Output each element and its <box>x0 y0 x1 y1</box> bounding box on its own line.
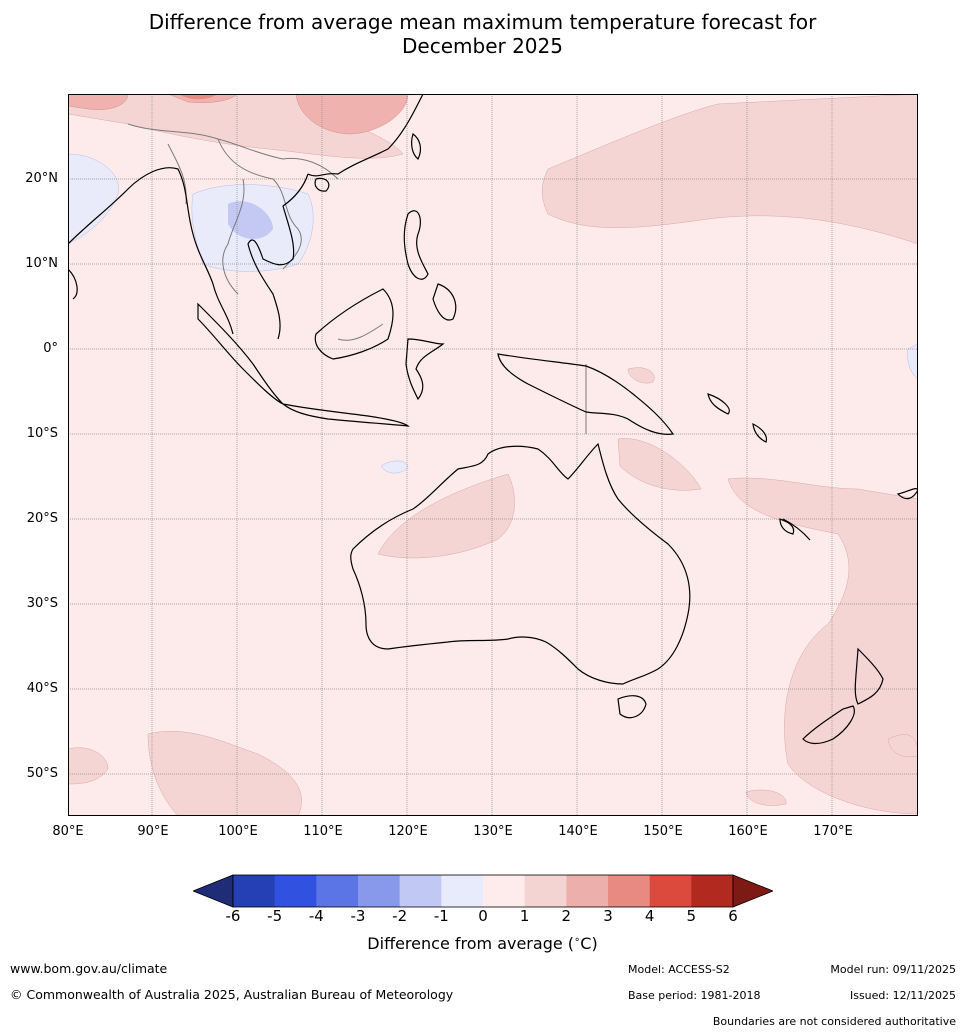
lat-label: 10°S <box>26 426 58 441</box>
title-line-1: Difference from average mean maximum tem… <box>148 10 817 34</box>
colorbar-segment <box>483 875 525 907</box>
colorbar-degree: ∘ <box>574 934 581 946</box>
footer-base-period: Base period: 1981-2018 <box>628 989 761 1002</box>
footer-disclaimer: Boundaries are not considered authoritat… <box>712 1015 956 1028</box>
title-line-2: December 2025 <box>402 34 563 58</box>
lon-label: 150°E <box>643 824 683 839</box>
colorbar-label-unit: C) <box>580 934 598 953</box>
colorbar-tick-label: 2 <box>561 907 572 925</box>
colorbar-extend-high <box>732 874 775 908</box>
colorbar-segment <box>608 875 650 907</box>
colorbar-tick-label: 6 <box>728 907 738 925</box>
lon-label: 80°E <box>52 824 84 839</box>
colorbar <box>191 874 775 912</box>
lon-label: 90°E <box>137 824 169 839</box>
footer-model-run: Model run: 09/11/2025 <box>830 963 956 976</box>
lat-label: 0° <box>43 341 58 356</box>
colorbar-segment <box>566 875 609 907</box>
colorbar-tick-label: 3 <box>603 907 613 925</box>
map-gridlines <box>68 94 918 816</box>
colorbar-tick-label: -6 <box>225 907 241 925</box>
chart-title: Difference from average mean maximum tem… <box>0 10 965 58</box>
footer-copyright: © Commonwealth of Australia 2025, Austra… <box>10 987 454 1002</box>
anomaly-band-3-4 <box>178 94 218 100</box>
lat-label: 20°S <box>26 511 58 526</box>
colorbar-tick-label: 4 <box>644 907 655 925</box>
colorbar-segment <box>649 875 692 907</box>
colorbar-tick-label: -3 <box>350 907 366 925</box>
lat-label: 40°S <box>26 681 58 696</box>
colorbar-segment <box>233 875 275 907</box>
lat-label: 30°S <box>26 596 58 611</box>
anomaly-band-1-2 <box>68 94 918 816</box>
footer-url[interactable]: www.bom.gov.au/climate <box>10 961 168 976</box>
colorbar-extend-low <box>191 874 234 908</box>
footer-issued: Issued: 12/11/2025 <box>849 989 956 1002</box>
colorbar-tick-label: 0 <box>478 907 488 925</box>
lat-label: 10°N <box>25 256 58 271</box>
colorbar-segment <box>316 875 359 907</box>
lon-label: 100°E <box>218 824 258 839</box>
colorbar-segment <box>441 875 484 907</box>
map-border <box>68 94 918 816</box>
colorbar-segment <box>274 875 317 907</box>
colorbar-tick-label: -4 <box>308 907 324 925</box>
colorbar-segment <box>399 875 442 907</box>
colorbar-tick-label: -5 <box>267 907 283 925</box>
lat-label: 20°N <box>25 171 58 186</box>
footer-model: Model: ACCESS-S2 <box>628 963 730 976</box>
lon-label: 110°E <box>303 824 343 839</box>
colorbar-label: Difference from average (∘C) <box>0 934 965 953</box>
colorbar-segment <box>524 875 567 907</box>
lat-label: 50°S <box>26 766 58 781</box>
colorbar-tick-label: 5 <box>686 907 697 925</box>
lon-label: 130°E <box>473 824 513 839</box>
colorbar-segment <box>691 875 734 907</box>
colorbar-tick-label: 1 <box>519 907 530 925</box>
colorbar-svg <box>191 874 775 908</box>
forecast-map[interactable] <box>68 94 918 816</box>
colorbar-tick-label: -1 <box>433 907 449 925</box>
colorbar-tick-label: -2 <box>392 907 408 925</box>
lon-label: 170°E <box>813 824 853 839</box>
anomaly-band-minus2-minus1 <box>228 201 273 240</box>
colorbar-frame <box>232 874 734 908</box>
coastlines <box>68 94 918 745</box>
lon-label: 120°E <box>388 824 428 839</box>
map-svg <box>68 94 918 816</box>
lon-label: 140°E <box>558 824 598 839</box>
colorbar-segment <box>358 875 400 907</box>
lon-label: 160°E <box>728 824 768 839</box>
colorbar-label-text: Difference from average ( <box>367 934 575 953</box>
